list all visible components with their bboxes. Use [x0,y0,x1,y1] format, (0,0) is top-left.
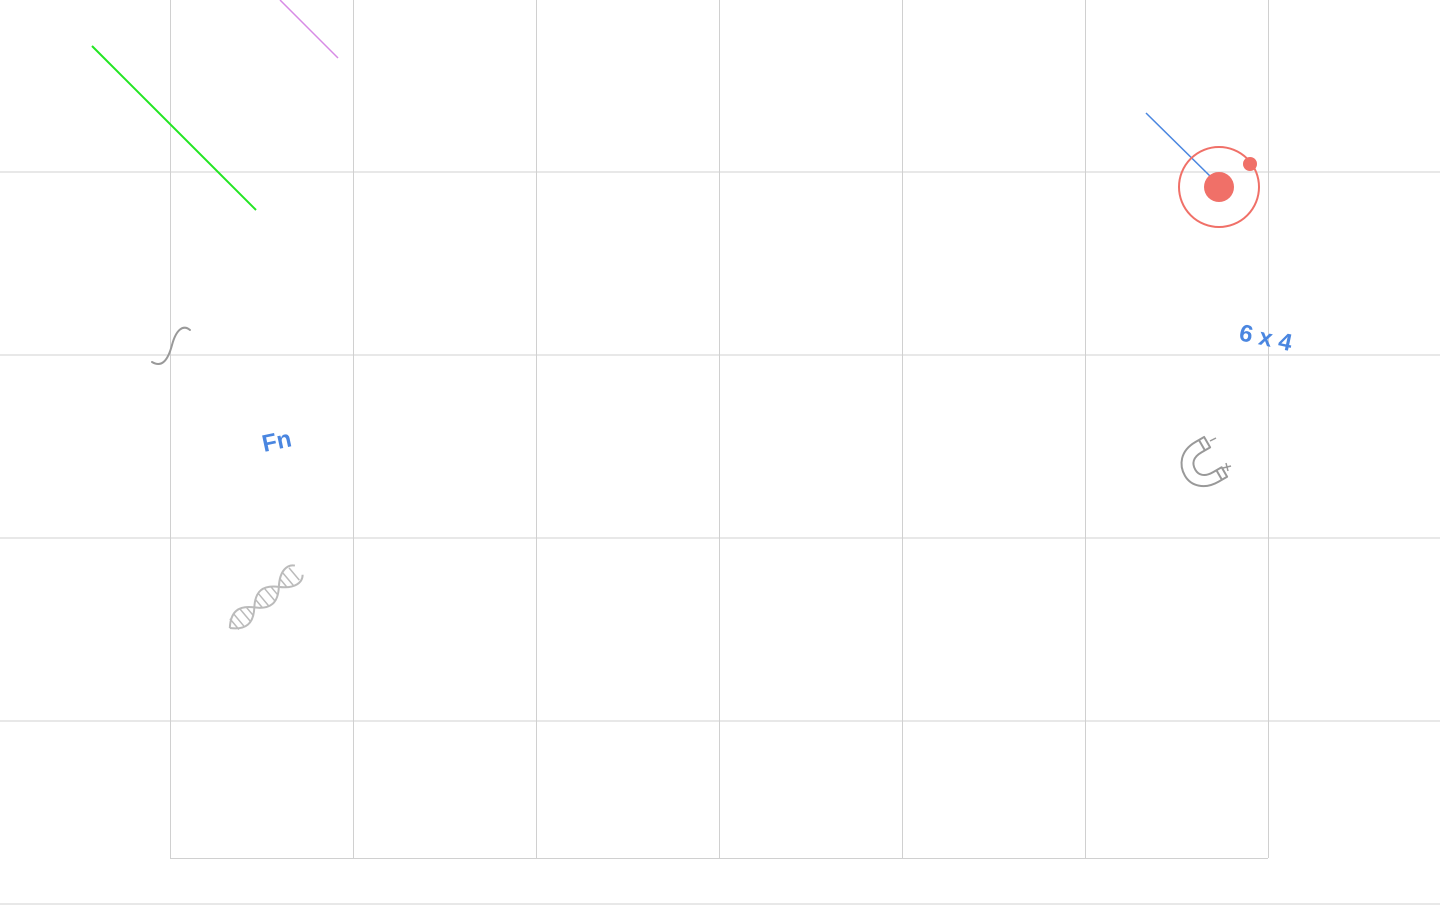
magnet-minus [1209,437,1217,442]
target-icon [1178,146,1260,228]
green-line [91,45,257,211]
violet-line [279,0,339,59]
blue-line [1145,112,1213,179]
dna-icon [228,564,304,630]
grid-size-label: 6 x 4 [1237,319,1295,357]
fn-label: Fn [260,425,294,458]
magnet-icon [1180,435,1229,488]
magnet-plus [1222,462,1232,472]
integral-icon [151,326,191,365]
